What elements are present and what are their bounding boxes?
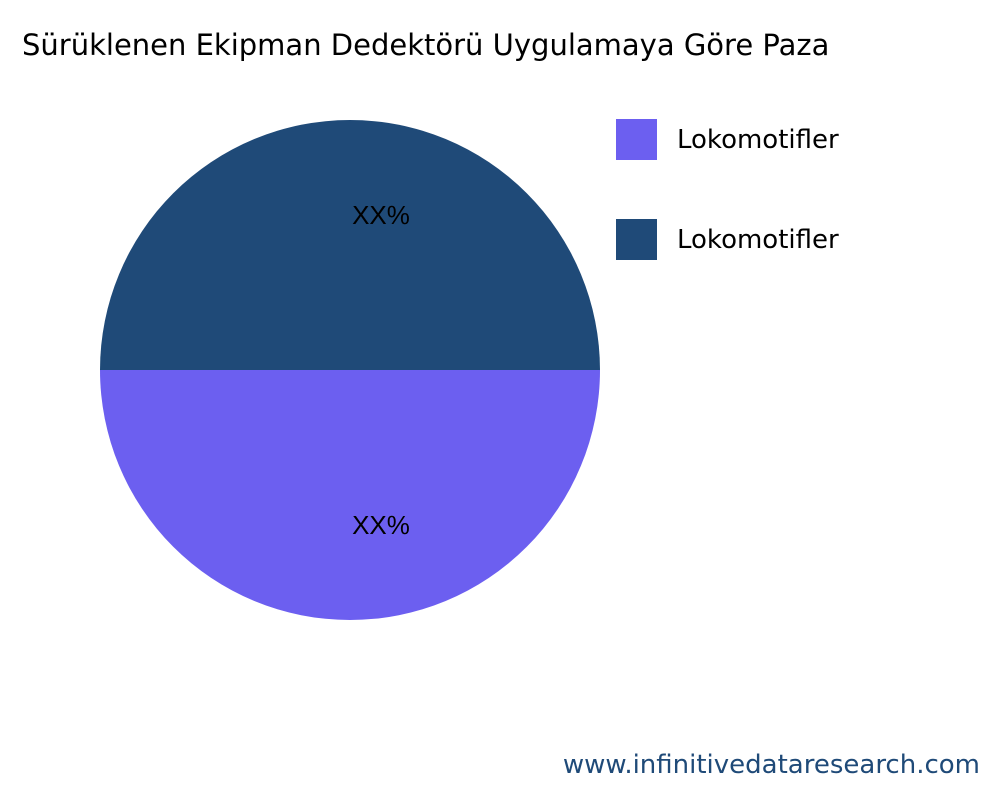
pie-slice <box>100 120 600 370</box>
pie-slice <box>100 370 600 620</box>
legend-item: Lokomotifler <box>616 119 839 160</box>
legend-label: Lokomotifler <box>677 224 839 255</box>
legend-swatch <box>616 219 657 260</box>
watermark: www.infinitivedataresearch.com <box>562 750 980 780</box>
legend-swatch <box>616 119 657 160</box>
chart-title: Sürüklenen Ekipman Dedektörü Uygulamaya … <box>22 28 830 62</box>
slice-label: XX% <box>352 510 410 540</box>
slice-label: XX% <box>352 200 410 230</box>
legend-label: Lokomotifler <box>677 124 839 155</box>
legend-item: Lokomotifler <box>616 219 839 260</box>
